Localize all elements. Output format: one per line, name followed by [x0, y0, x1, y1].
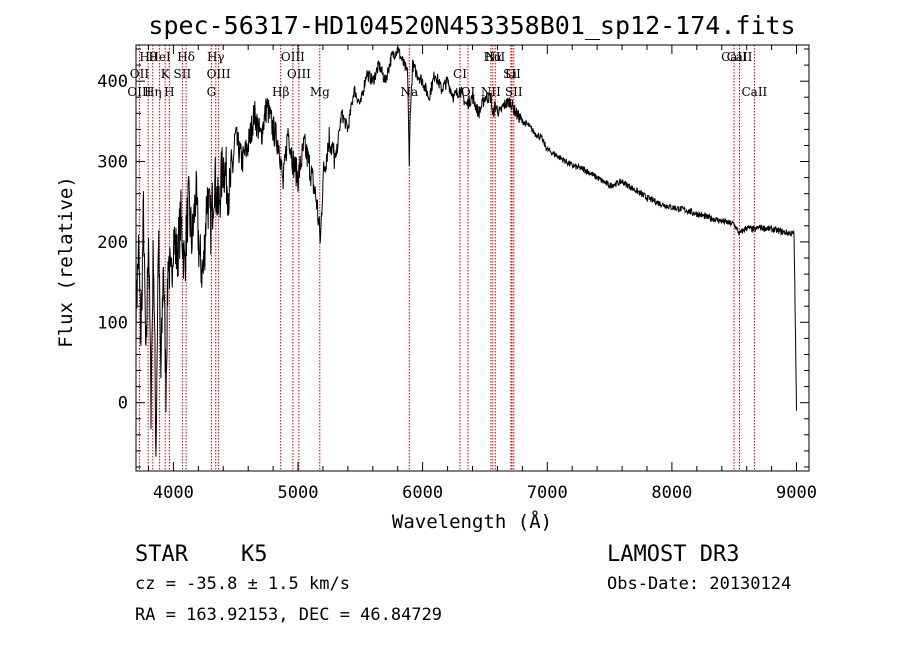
- spectral-line-labels: HθKHδOIIIOIIICIHαSIICaIIOIIHeISIIHγOIIIN…: [127, 50, 767, 99]
- x-axis: 4000 5000 6000 7000 8000 9000: [148, 45, 817, 503]
- emission-line-label: Hδ: [177, 50, 195, 64]
- absorption-line-label: Hη: [144, 85, 162, 99]
- y-tick-label: 0: [118, 394, 128, 414]
- x-tick-label: 7000: [527, 483, 568, 503]
- absorption-line-label: Na: [400, 85, 418, 99]
- emission-line-label: SII: [503, 67, 521, 81]
- x-tick-label: 6000: [402, 483, 443, 503]
- spectral-line-markers: [138, 45, 755, 471]
- y-tick-label: 300: [97, 153, 128, 173]
- x-tick-label: 4000: [153, 483, 194, 503]
- x-tick-label: 8000: [651, 483, 692, 503]
- x-tick-label: 5000: [278, 483, 319, 503]
- object-class: STAR: [135, 542, 189, 567]
- emission-line-label: Hθ: [139, 50, 157, 64]
- coordinates-readout: RA = 163.92153, DEC = 46.84729: [135, 605, 442, 625]
- redshift-readout: cz = -35.8 ± 1.5 km/s: [135, 574, 350, 594]
- absorption-line-label: H: [164, 85, 174, 99]
- y-tick-label: 200: [97, 233, 128, 253]
- y-tick-label: 100: [97, 313, 128, 333]
- absorption-line-label: OI: [461, 85, 476, 99]
- absorption-line-label: NII: [481, 85, 501, 99]
- y-axis: 0 100 200 300 400: [97, 48, 809, 468]
- x-axis-label: Wavelength (Å): [392, 510, 552, 533]
- observation-date: Obs-Date: 20130124: [607, 574, 791, 594]
- emission-line-label: Hα: [484, 50, 503, 64]
- emission-line-label: HeI: [148, 50, 171, 64]
- emission-line-label: CaII: [721, 50, 747, 64]
- chart-title: spec-56317-HD104520N453358B01_sp12-174.f…: [148, 11, 795, 40]
- absorption-line-label: Hβ: [272, 85, 289, 99]
- emission-line-label: Hγ: [207, 50, 225, 64]
- y-axis-label: Flux (relative): [55, 176, 77, 348]
- emission-line-label: OIII: [207, 67, 231, 81]
- plot-frame: [135, 44, 810, 472]
- absorption-line-label: G: [207, 85, 217, 99]
- emission-line-label: CI: [453, 67, 467, 81]
- spectrum-series-line: [135, 46, 797, 457]
- y-tick-label: 400: [97, 72, 128, 92]
- emission-line-label: SII: [174, 67, 192, 81]
- emission-line-label: OIII: [281, 50, 305, 64]
- absorption-line-label: SII: [505, 85, 523, 99]
- emission-line-label: OIII: [287, 67, 311, 81]
- emission-line-label: NII: [485, 50, 505, 64]
- object-subclass: K5: [241, 542, 268, 567]
- emission-line-label: K: [161, 67, 171, 81]
- emission-line-label: OII: [130, 67, 150, 81]
- absorption-line-label: Mg: [310, 85, 330, 99]
- emission-line-label: Li: [505, 67, 517, 81]
- emission-line-label: CaII: [727, 50, 753, 64]
- x-tick-label: 9000: [776, 483, 817, 503]
- survey-name: LAMOST DR3: [607, 542, 739, 567]
- absorption-line-label: CaII: [741, 85, 767, 99]
- absorption-line-label: OIII: [127, 85, 151, 99]
